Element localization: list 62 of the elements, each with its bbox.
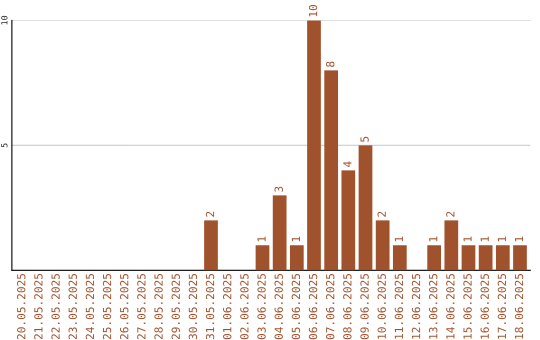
- x-tick-label: 14.06.2025: [446, 274, 455, 339]
- x-tick-label: 27.05.2025: [137, 274, 146, 340]
- data-label: 8: [326, 62, 334, 67]
- x-tick-label: 18.06.2025: [514, 274, 524, 339]
- x-tick-label: 17.06.2025: [498, 274, 506, 339]
- x-tick-label: 21.05.2025: [34, 274, 43, 340]
- x-tick-label: 15.06.2025: [463, 274, 472, 339]
- data-label: 2: [378, 212, 386, 217]
- x-tick-label: 22.05.2025: [51, 274, 60, 340]
- bar: [376, 220, 390, 270]
- bar: [324, 70, 338, 270]
- bar: [358, 145, 372, 270]
- bar: [256, 245, 270, 270]
- bar: [478, 245, 493, 270]
- x-tick-label: 26.05.2025: [120, 274, 128, 340]
- bar: [290, 245, 304, 270]
- data-label: 10: [308, 4, 318, 16]
- data-label: 5: [360, 136, 369, 142]
- x-tick-label: 16.06.2025: [480, 274, 489, 339]
- bar: [204, 220, 218, 270]
- x-tick-label: 10.06.2025: [378, 274, 386, 339]
- data-label: 1: [292, 236, 300, 242]
- x-tick-label: 08.06.2025: [343, 274, 352, 340]
- data-label: 1: [514, 236, 524, 242]
- data-label: 1: [480, 236, 489, 242]
- data-label: 4: [343, 161, 352, 168]
- bar: [462, 245, 476, 270]
- bar: [272, 195, 287, 270]
- x-tick-label: 20.05.2025: [17, 274, 26, 340]
- data-label: 1: [394, 236, 403, 242]
- x-tick-label: 09.06.2025: [360, 274, 369, 340]
- x-tick-label: 13.06.2025: [429, 274, 438, 339]
- bar: [427, 245, 442, 270]
- x-tick-label: 01.06.2025: [223, 274, 232, 340]
- x-tick-label: 25.05.2025: [102, 274, 112, 340]
- x-tick-label: 12.06.2025: [412, 274, 420, 339]
- data-label: 2: [446, 212, 454, 217]
- data-label: 1: [498, 236, 506, 242]
- x-tick-label: 31.05.2025: [206, 274, 214, 340]
- x-tick-label: 23.05.2025: [68, 274, 77, 340]
- bar: [496, 245, 510, 270]
- data-label: 2: [206, 212, 214, 217]
- x-tick-label: 30.05.2025: [188, 274, 198, 340]
- data-label: 1: [463, 236, 472, 242]
- data-label: 3: [274, 186, 283, 192]
- x-tick-label: 07.06.2025: [326, 274, 334, 340]
- x-tick-label: 29.05.2025: [172, 274, 180, 340]
- data-label: 1: [429, 236, 438, 242]
- bar: [392, 245, 407, 270]
- x-tick-label: 04.06.2025: [274, 274, 283, 340]
- x-tick-label: 03.06.2025: [257, 274, 266, 340]
- x-tick-label: 06.06.2025: [308, 274, 318, 340]
- bar: [307, 20, 321, 270]
- x-tick-label: 24.05.2025: [86, 274, 94, 340]
- x-tick-label: 28.05.2025: [154, 274, 163, 340]
- x-tick-label: 02.06.2025: [240, 274, 249, 340]
- x-tick-label: 11.06.2025: [394, 274, 404, 339]
- bar: [513, 245, 527, 270]
- bar: [341, 170, 356, 270]
- x-tick-label: 05.06.2025: [292, 274, 300, 340]
- data-label: 1: [257, 236, 266, 242]
- bar: [444, 220, 458, 270]
